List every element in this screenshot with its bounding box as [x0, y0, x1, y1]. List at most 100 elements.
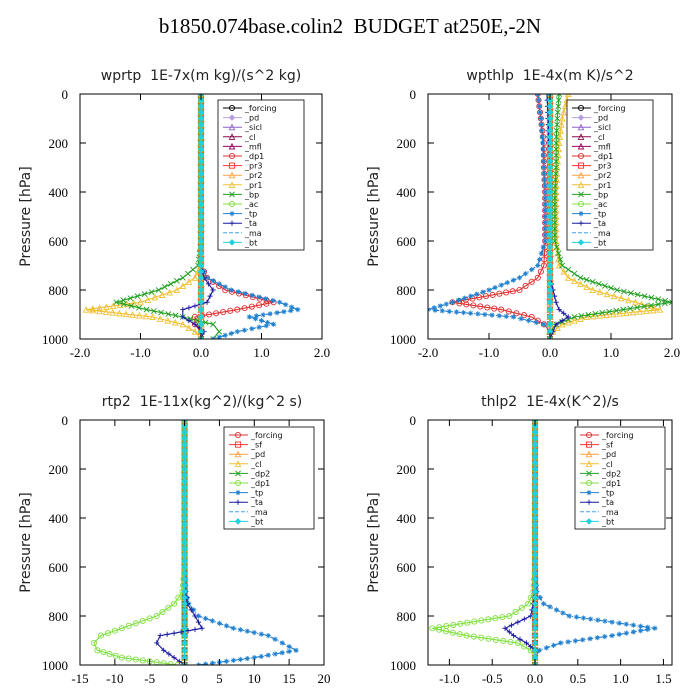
series-marker-tp [518, 316, 524, 322]
series-marker-bt [546, 280, 554, 288]
series-marker-bp [551, 219, 558, 226]
series-marker-tp [537, 595, 543, 601]
x-tick-label: 2.0 [314, 345, 330, 360]
legend-marker-mfl [228, 142, 236, 150]
series-marker-dp1 [499, 614, 506, 621]
series-marker-dp1 [534, 274, 541, 281]
series-marker-bt [531, 514, 539, 522]
series-marker-ta [210, 287, 216, 293]
series-marker-bt [181, 520, 188, 528]
series-marker-ta [523, 640, 530, 646]
series-marker-bt [531, 422, 539, 430]
y-tick-label: 600 [49, 234, 69, 249]
series-marker-dp1 [521, 643, 528, 650]
series-marker-tp [542, 220, 548, 226]
series-marker-dp1 [537, 268, 544, 275]
legend-label-pd: _pd [601, 450, 616, 459]
legend-marker-dp2 [235, 470, 241, 477]
series-marker-bt [197, 250, 205, 257]
series-marker-tp [537, 256, 543, 262]
series-marker-tp [630, 629, 637, 635]
series-marker-bt [546, 103, 554, 110]
series-marker-tp [542, 207, 548, 213]
legend-label-cl: _cl [601, 460, 613, 469]
series-marker-tp [533, 319, 539, 326]
series-marker-pr1 [556, 133, 564, 140]
legend-label-pd: _pd [244, 114, 259, 123]
legend-marker-sf [585, 441, 593, 448]
series-marker-ta [561, 310, 567, 316]
series-marker-bt [181, 582, 188, 589]
series-marker-dp1 [514, 639, 521, 647]
series-line-pr1 [549, 94, 660, 339]
series-marker-bt [531, 441, 539, 448]
series-marker-pr1 [116, 301, 124, 309]
series-marker-tp [566, 613, 572, 619]
series-marker-tp [283, 302, 289, 308]
series-marker-tp [204, 275, 210, 281]
x-tick-label: 1.0 [613, 671, 629, 686]
series-marker-bp [216, 328, 223, 335]
series-marker-bp [589, 278, 596, 285]
series-marker-bp [662, 297, 669, 304]
series-marker-bt [531, 588, 539, 595]
series-marker-dp1 [498, 306, 505, 313]
series-marker-bt [546, 262, 554, 269]
series-marker-ta [188, 607, 194, 613]
series-marker-bt [197, 103, 205, 110]
series-marker-pr1 [589, 312, 597, 320]
series-marker-bt [546, 321, 554, 328]
series-marker-pr1 [558, 114, 566, 122]
legend-label-ta: _ta [250, 498, 263, 507]
series-marker-bt [197, 299, 205, 306]
series-marker-dp1 [500, 637, 507, 644]
series-marker-ta [192, 321, 198, 327]
series-marker-ta [157, 633, 163, 639]
legend-label-pr1: _pr1 [593, 181, 611, 190]
series-marker-bp [120, 301, 127, 308]
legend-label-tp: _tp [250, 489, 263, 498]
legend-marker-pr1 [577, 181, 585, 188]
series-marker-bt [531, 612, 539, 620]
legend-label-tp: _tp [244, 210, 257, 219]
series-marker-dp1 [456, 297, 463, 305]
series-marker-pr1 [122, 310, 130, 318]
series-marker-ta [192, 613, 198, 619]
series-marker-dp1 [485, 635, 492, 642]
series-marker-pr1 [558, 121, 565, 128]
y-tick-label: 200 [397, 462, 417, 477]
series-marker-bt [546, 231, 554, 239]
page-title: b1850.074base.colin2 BUDGET at250E,-2N [158, 14, 542, 38]
series-marker-tp [264, 319, 271, 326]
legend-marker-sicl [577, 123, 585, 131]
series-marker-bt [531, 527, 539, 534]
series-marker-pr1 [171, 318, 179, 326]
series-marker-ta [517, 636, 523, 642]
legend-label-ta: _ta [601, 498, 614, 507]
series-marker-bp [552, 176, 559, 183]
plot-frame [79, 419, 325, 666]
series-marker-bp [655, 296, 662, 303]
series-marker-tp [230, 625, 236, 631]
series-marker-dp1 [94, 647, 101, 654]
legend-label-forcing: _forcing [593, 104, 626, 113]
series-marker-bt [181, 465, 188, 473]
series-marker-dp1 [139, 617, 146, 624]
series-marker-ta [521, 616, 527, 622]
series-marker-bt [546, 121, 554, 128]
series-marker-bt [546, 96, 554, 104]
series-marker-tp [540, 244, 546, 250]
legend-label-ac: _ac [244, 200, 258, 209]
series-marker-tp [468, 293, 474, 299]
series-marker-bp [585, 311, 592, 318]
series-marker-bt [531, 429, 539, 436]
series-marker-bt [181, 533, 188, 540]
series-marker-bp [552, 170, 559, 177]
series-marker-tp [272, 636, 278, 642]
y-tick-label: 800 [397, 609, 417, 624]
legend-marker-forcing [585, 431, 593, 439]
series-marker-bp [165, 311, 172, 317]
series-marker-bp [553, 244, 560, 251]
series-marker-ta [506, 629, 512, 635]
series-marker-pr1 [82, 305, 90, 313]
